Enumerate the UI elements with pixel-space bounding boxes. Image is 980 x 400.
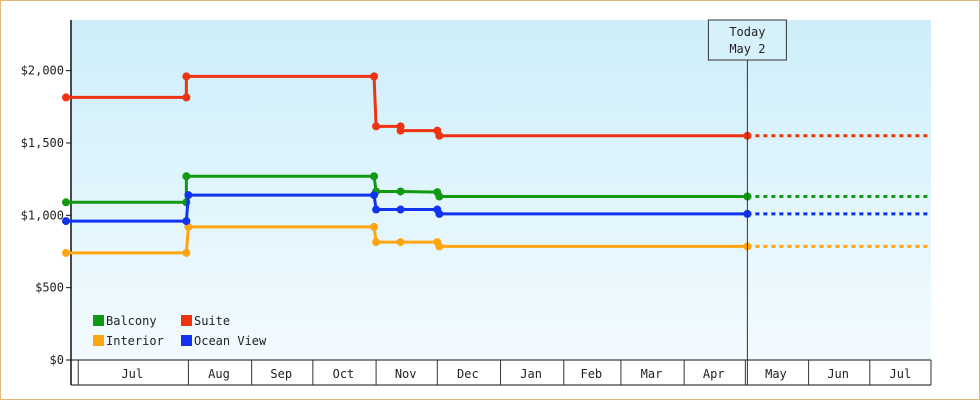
data-point-ocean-view[interactable] <box>372 205 381 214</box>
x-tick-label-apr-9: Apr <box>703 367 725 381</box>
data-point-ocean-view[interactable] <box>370 191 379 200</box>
today-label-box <box>707 19 787 61</box>
data-point-ocean-view[interactable] <box>182 217 191 226</box>
data-point-interior[interactable] <box>370 222 379 231</box>
y-tick-label--2-000: $2,000 <box>21 64 64 78</box>
data-point-ocean-view[interactable] <box>396 205 405 214</box>
data-point-balcony[interactable] <box>62 198 70 207</box>
data-point-suite[interactable] <box>370 72 379 81</box>
data-point-ocean-view[interactable] <box>435 209 444 218</box>
today-label-line2: May 2 <box>729 42 765 56</box>
series-ocean-view <box>62 191 931 226</box>
legend-item-ocean-view: Ocean View <box>181 334 267 348</box>
data-point-interior[interactable] <box>396 238 405 247</box>
x-tick-label-feb-7: Feb <box>580 367 602 381</box>
x-tick-label-jul-0: Jul <box>121 367 143 381</box>
y-tick-label--500: $500 <box>35 281 64 295</box>
today-label-line1: Today <box>729 25 765 39</box>
data-point-suite[interactable] <box>62 93 70 102</box>
series-interior <box>62 222 931 257</box>
plot-background <box>71 20 931 360</box>
x-tick-label-jul-12: Jul <box>890 367 912 381</box>
x-tick-label-mar-8: Mar <box>641 367 663 381</box>
legend-label-ocean-view: Ocean View <box>194 334 267 348</box>
legend-label-balcony: Balcony <box>106 314 157 328</box>
x-tick-label-dec-5: Dec <box>457 367 479 381</box>
legend-label-interior: Interior <box>106 334 164 348</box>
x-tick-label-jan-6: Jan <box>520 367 542 381</box>
series-suite <box>62 72 931 140</box>
data-point-suite[interactable] <box>182 93 191 102</box>
data-point-balcony[interactable] <box>370 172 379 181</box>
x-tick-label-aug-1: Aug <box>208 367 230 381</box>
data-point-balcony[interactable] <box>396 187 405 196</box>
data-point-interior[interactable] <box>435 242 444 251</box>
x-tick-label-nov-4: Nov <box>395 367 417 381</box>
data-point-interior[interactable] <box>372 238 381 247</box>
x-tick-label-sep-2: Sep <box>270 367 292 381</box>
legend-item-balcony: Balcony <box>93 314 157 328</box>
x-tick-label-may-10: May <box>765 367 787 381</box>
x-tick-label-jun-11: Jun <box>827 367 849 381</box>
legend-swatch-ocean-view <box>181 335 192 346</box>
legend-swatch-suite <box>181 315 192 326</box>
data-point-suite[interactable] <box>435 131 444 140</box>
legend-swatch-interior <box>93 335 104 346</box>
data-point-ocean-view[interactable] <box>62 217 70 226</box>
y-tick-label--0: $0 <box>50 353 64 367</box>
legend-label-suite: Suite <box>194 314 230 328</box>
data-point-suite[interactable] <box>372 122 381 131</box>
data-point-ocean-view[interactable] <box>184 191 193 200</box>
legend-item-suite: Suite <box>181 314 230 328</box>
legend-swatch-balcony <box>93 315 104 326</box>
x-tick-label-oct-3: Oct <box>333 367 355 381</box>
data-point-balcony[interactable] <box>435 192 444 201</box>
data-point-interior[interactable] <box>182 248 191 257</box>
legend-item-interior: Interior <box>93 334 164 348</box>
y-tick-label--1-500: $1,500 <box>21 136 64 150</box>
data-point-interior[interactable] <box>62 248 70 257</box>
data-point-suite[interactable] <box>396 126 405 135</box>
y-tick-label--1-000: $1,000 <box>21 208 64 222</box>
data-point-balcony[interactable] <box>182 172 191 181</box>
data-point-suite[interactable] <box>182 72 191 81</box>
